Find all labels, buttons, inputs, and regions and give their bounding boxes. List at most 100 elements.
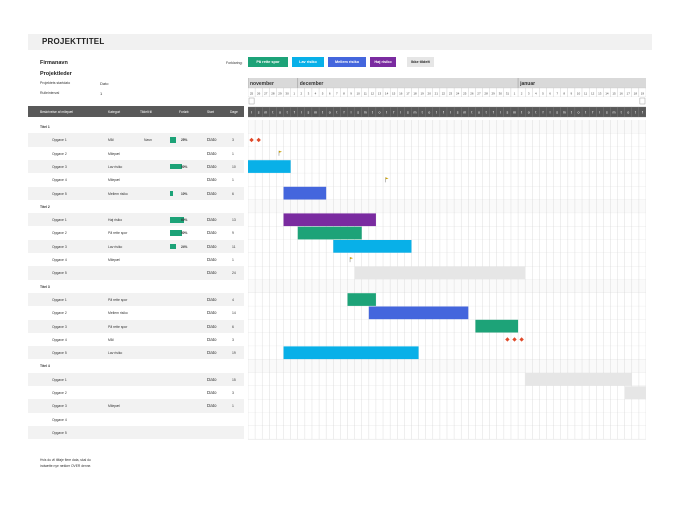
task-name: Opgave 4 — [52, 337, 67, 342]
task-start[interactable]: Dato — [207, 390, 217, 395]
task-category: Lav risiko — [108, 164, 123, 169]
section-title: Titel 4 — [40, 364, 50, 369]
weekday-label: t — [272, 111, 273, 115]
table-row[interactable]: Opgave 3 Lav risiko 24% Dato 11 — [28, 239, 244, 253]
date-label: 25 — [463, 92, 467, 96]
table-row[interactable]: Opgave 2 På rette spor 50% Dato 9 — [28, 226, 244, 239]
gantt-bar — [283, 346, 419, 360]
section-row[interactable]: Titel 2 — [28, 200, 244, 213]
table-row[interactable]: Opgave 2 Mellem risiko Dato 14 — [28, 306, 244, 319]
gantt-bar — [368, 306, 469, 320]
gantt-bar — [333, 240, 412, 253]
task-days: 11 — [232, 244, 236, 249]
weekday-label: t — [621, 111, 622, 115]
task-start[interactable]: Dato — [207, 350, 217, 356]
legend-label: Forklaring: — [226, 61, 243, 65]
increment-value[interactable]: 1 — [100, 91, 103, 96]
gantt-bar — [283, 186, 327, 200]
table-row[interactable]: Opgave 4 Mål Dato 3 — [28, 333, 244, 346]
task-start[interactable]: Dato — [207, 257, 217, 262]
table-row[interactable]: Opgave 4 Milepæl Dato 1 — [28, 253, 244, 266]
table-row[interactable]: Opgave 5 — [28, 425, 244, 440]
task-category: På rette spor — [108, 297, 128, 302]
task-start[interactable]: Dato — [207, 296, 217, 302]
weekday-label: m — [414, 111, 417, 115]
date-label: 24 — [456, 92, 460, 96]
section-row[interactable]: Titel 1 — [28, 120, 244, 133]
weekday-label: m — [364, 111, 367, 115]
table-row[interactable]: Opgave 1 Dato 15 — [28, 372, 244, 386]
weekday-label: l — [301, 111, 302, 115]
date-label: 18 — [634, 92, 638, 96]
task-start[interactable]: Dato — [207, 230, 217, 236]
weekday-label: s — [258, 111, 260, 115]
weekday-label: t — [571, 111, 572, 115]
table-row[interactable]: Opgave 2 Milepæl Dato 1 — [28, 147, 244, 160]
task-start[interactable]: Dato — [207, 137, 217, 143]
table-row[interactable]: Opgave 3 På rette spor Dato 6 — [28, 319, 244, 333]
task-start[interactable]: Dato — [207, 376, 217, 382]
task-name: Opgave 5 — [52, 351, 67, 356]
task-start[interactable]: Dato — [207, 270, 217, 276]
task-category: Lav risiko — [108, 244, 123, 249]
month-label: december — [300, 81, 324, 87]
date-label: 11 — [584, 92, 587, 96]
task-start[interactable]: Dato — [207, 177, 217, 183]
date-label: 4 — [535, 92, 537, 96]
col-progress: Forløb — [179, 110, 189, 114]
task-days: 19 — [232, 351, 236, 356]
task-name: Opgave 4 — [52, 417, 67, 422]
weekday-label: f — [592, 111, 593, 115]
date-label: 16 — [619, 92, 623, 96]
task-start[interactable]: Dato — [207, 243, 217, 249]
date-label: 20 — [428, 92, 432, 96]
weekday-label: l — [550, 111, 551, 115]
task-start[interactable]: Dato — [207, 217, 217, 223]
weekday-label: t — [422, 111, 423, 115]
section-row[interactable]: Titel 3 — [28, 280, 244, 293]
task-name: Opgave 2 — [52, 391, 67, 395]
task-start[interactable]: Dato — [207, 403, 217, 409]
task-start[interactable]: Dato — [207, 323, 217, 329]
date-label: 9 — [571, 92, 573, 96]
task-name: Opgave 1 — [52, 138, 67, 143]
task-days: 13 — [232, 218, 236, 223]
table-row[interactable]: Opgave 1 Mål Navn 25% Dato 3 — [28, 133, 244, 147]
table-row[interactable]: Opgave 5 Dato 24 — [28, 266, 244, 280]
table-row[interactable]: Opgave 4 Milepæl Dato 1 — [28, 173, 244, 186]
table-row[interactable]: Opgave 3 Milepæl Dato 1 — [28, 399, 244, 413]
task-name: Opgave 5 — [52, 191, 67, 196]
table-row[interactable]: Opgave 3 Lav risiko 50% Dato 10 — [28, 159, 244, 174]
task-start[interactable]: Dato — [207, 190, 217, 196]
task-name: Opgave 3 — [52, 164, 67, 169]
table-row[interactable]: Opgave 1 På rette spor Dato 4 — [28, 292, 244, 307]
date-label: 12 — [591, 92, 595, 96]
table-row[interactable]: Opgave 4 — [28, 413, 244, 426]
table-row[interactable]: Opgave 5 Mellem risiko 10% Dato 6 — [28, 186, 244, 200]
progress-bar — [170, 163, 182, 170]
task-category: Lav risiko — [108, 351, 123, 356]
table-row[interactable]: Opgave 1 Høj risiko 60% Dato 13 — [28, 213, 244, 227]
weekday-label: f — [343, 111, 344, 115]
weekday-label: l — [500, 111, 501, 115]
task-start[interactable]: Dato — [207, 310, 217, 316]
scroll-marker — [639, 97, 646, 105]
start-date-value[interactable]: Dato — [100, 81, 109, 86]
date-label: 1 — [293, 92, 295, 96]
legend-chip: Mellem risiko — [328, 57, 366, 67]
task-category: Milepæl — [108, 404, 120, 409]
table-row[interactable]: Opgave 5 Lav risiko Dato 19 — [28, 346, 244, 360]
col-days: Dage — [230, 110, 238, 114]
date-label: 10 — [577, 92, 581, 96]
task-start[interactable]: Dato — [207, 163, 217, 169]
task-name: Opgave 5 — [52, 430, 67, 435]
date-label: 2 — [521, 92, 523, 96]
task-name: Opgave 3 — [52, 244, 67, 249]
date-label: 21 — [435, 92, 439, 96]
increment-label: Rulleinterval — [40, 91, 60, 95]
task-start[interactable]: Dato — [207, 336, 217, 342]
section-row[interactable]: Titel 4 — [28, 359, 244, 372]
table-row[interactable]: Opgave 2 Dato 3 — [28, 386, 244, 399]
task-start[interactable]: Dato — [207, 150, 217, 156]
date-label: 28 — [271, 92, 275, 96]
